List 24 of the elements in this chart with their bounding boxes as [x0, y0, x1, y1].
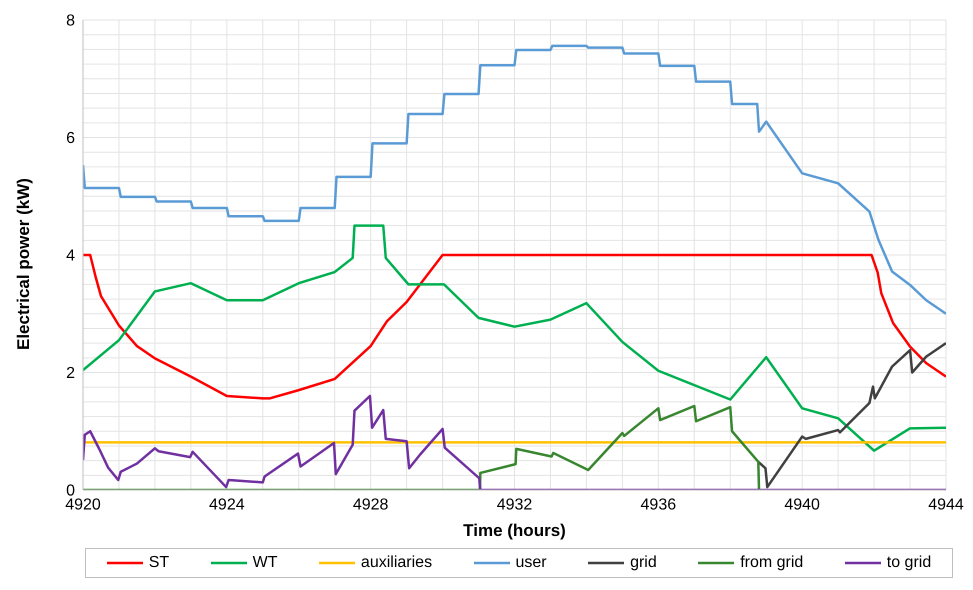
- x-tick-label: 4932: [496, 496, 532, 514]
- y-tick-label: 4: [66, 248, 76, 265]
- legend-label: ST: [148, 554, 170, 572]
- legend-label: from grid: [740, 554, 804, 572]
- x-tick-label: 4928: [352, 496, 389, 514]
- x-tick-label: 4924: [209, 496, 245, 514]
- line-series: [83, 224, 946, 452]
- line-series: [83, 44, 946, 315]
- legend-label: auxiliaries: [360, 554, 432, 572]
- x-axis-title: Time (hours): [463, 521, 566, 540]
- y-axis-title: Electrical power (kW): [14, 178, 34, 350]
- y-tick-label: 2: [66, 365, 76, 382]
- x-tick-label: 4936: [640, 496, 676, 514]
- legend-label: user: [516, 554, 547, 572]
- legend-label: grid: [630, 554, 657, 572]
- legend-label: WT: [252, 554, 278, 572]
- y-tick-label: 8: [66, 12, 76, 30]
- line-series: [83, 404, 760, 490]
- line-series: [83, 254, 946, 400]
- x-tick-label: 4940: [784, 496, 820, 514]
- x-tick-label: 4944: [928, 496, 964, 514]
- line-series: [757, 342, 946, 488]
- y-tick-label: 6: [66, 130, 76, 148]
- legend-label: to grid: [886, 554, 932, 572]
